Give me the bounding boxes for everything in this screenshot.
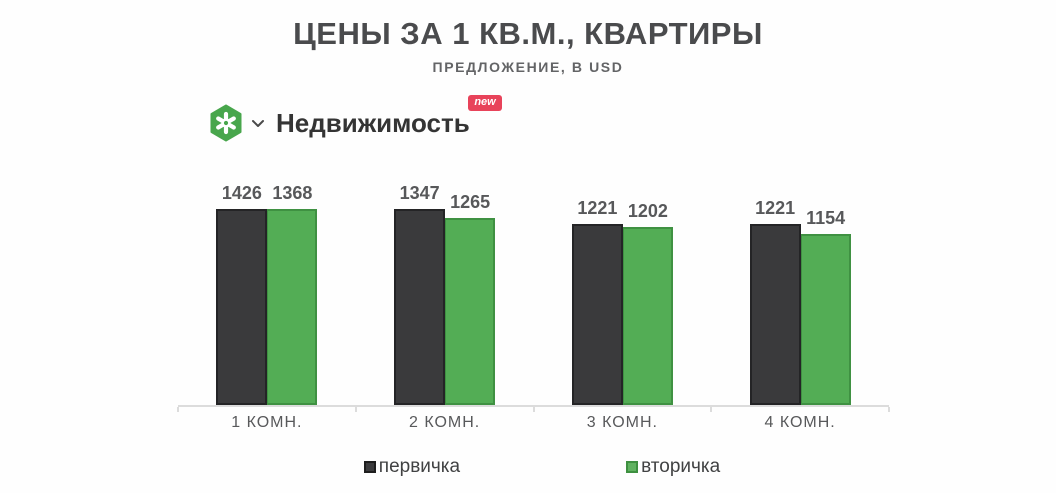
bar-value-label: 1265	[450, 192, 491, 212]
bar-value-label: 1221	[755, 198, 796, 218]
bar-group: 1221 1202	[534, 183, 712, 405]
bar-group: 1221 1154	[711, 183, 889, 405]
chart-title: ЦЕНЫ ЗА 1 КВ.М., КВАРТИРЫ	[293, 16, 763, 51]
legend-label: вторичка	[641, 456, 721, 477]
bar-group: 1347 1265	[356, 183, 534, 405]
legend-item-вторичка: вторичка	[626, 456, 720, 478]
bar-value-label: 1202	[627, 201, 668, 221]
bar-вторичка	[266, 209, 318, 405]
legend-item-первичка: первичка	[363, 456, 461, 478]
category-name: Недвижимость	[276, 107, 470, 138]
bar-value-label: 1368	[272, 183, 313, 203]
axis-tick	[354, 407, 357, 412]
bar-первичка	[394, 209, 446, 405]
bar-wrap: 1154	[799, 183, 851, 405]
bar-вторичка	[621, 227, 673, 405]
bar-value-label: 1426	[221, 183, 262, 203]
x-axis-label: 4 КОМН.	[764, 414, 836, 431]
bar-первичка	[749, 224, 801, 405]
bar-wrap: 1202	[621, 183, 673, 405]
x-axis-label: 1 КОМН.	[231, 414, 303, 431]
bar-вторичка	[799, 234, 851, 405]
bar-chart-plot-area: 1426 1368 1347 1265 1221 1202 1221 1154	[178, 183, 889, 405]
legend-swatch	[363, 461, 376, 473]
bar-wrap: 1221	[571, 183, 623, 405]
bar-value-label: 1221	[577, 198, 618, 218]
category-name-wrap: Недвижимость new	[276, 94, 502, 139]
x-axis-label: 3 КОМН.	[586, 414, 658, 431]
axis-tick	[177, 407, 179, 412]
bar-wrap: 1265	[444, 183, 496, 405]
x-axis-label: 2 КОМН.	[408, 414, 481, 431]
bar-wrap: 1368	[266, 183, 318, 405]
hexagon-snowflake-icon	[210, 104, 242, 142]
x-axis-line	[177, 405, 890, 412]
axis-tick	[710, 407, 713, 412]
bar-group: 1426 1368	[178, 183, 356, 405]
new-badge: new	[468, 94, 502, 111]
chart-subtitle: ПРЕДЛОЖЕНИЕ, В USD	[432, 59, 624, 75]
bar-вторичка	[444, 218, 496, 405]
category-selector[interactable]: Недвижимость new	[209, 94, 502, 142]
bar-wrap: 1347	[394, 183, 446, 405]
bar-value-label: 1154	[806, 208, 846, 228]
bar-wrap: 1426	[216, 183, 268, 405]
bar-wrap: 1221	[749, 183, 801, 405]
axis-tick	[532, 407, 535, 412]
bar-первичка	[571, 224, 623, 405]
chart-legend: первичка вторичка	[14, 456, 1056, 478]
legend-label: первичка	[378, 456, 461, 477]
legend-swatch	[626, 461, 639, 473]
x-axis-labels: 1 КОМН. 2 КОМН. 3 КОМН. 4 КОМН.	[178, 414, 889, 432]
axis-tick	[888, 407, 890, 412]
chevron-down-icon	[252, 119, 264, 127]
bar-value-label: 1347	[399, 183, 440, 203]
chart-header: ЦЕНЫ ЗА 1 КВ.М., КВАРТИРЫ ПРЕДЛОЖЕНИЕ, В…	[0, 16, 1056, 75]
bar-первичка	[216, 209, 268, 405]
